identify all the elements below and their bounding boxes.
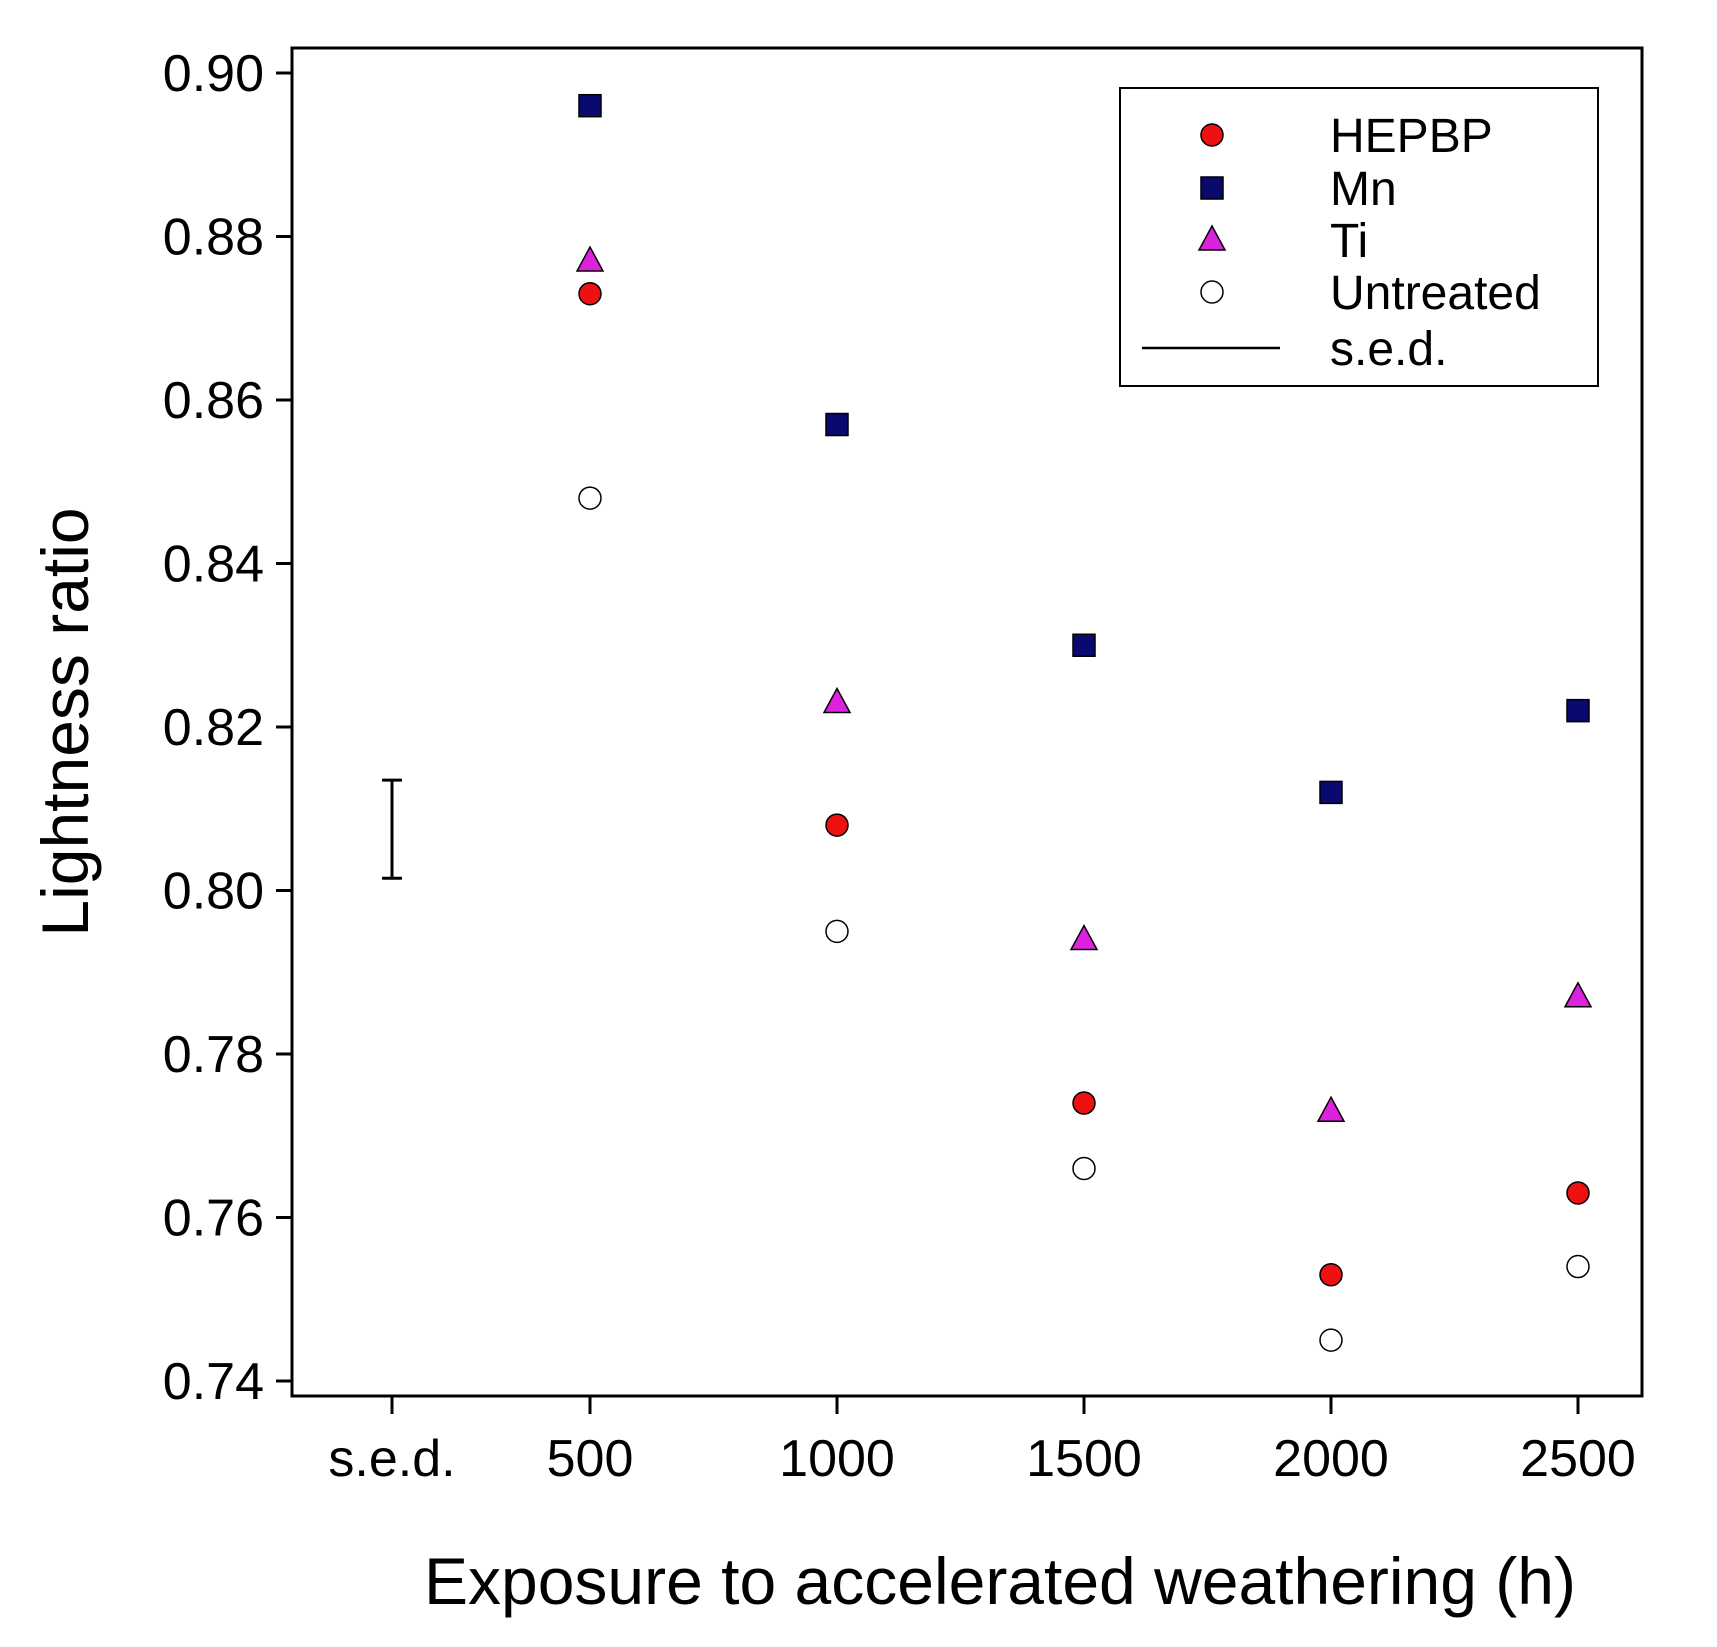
sed-error-bar bbox=[382, 778, 402, 880]
data-point-ti bbox=[822, 686, 852, 714]
data-point-ti bbox=[1069, 923, 1099, 951]
y-tick-label: 0.86 bbox=[163, 372, 264, 430]
legend-marker-ti bbox=[1197, 224, 1227, 251]
data-point-untreated bbox=[825, 919, 849, 944]
data-points bbox=[575, 93, 1593, 1352]
x-tick-label: 2500 bbox=[1520, 1430, 1636, 1488]
data-point-ti bbox=[1563, 981, 1593, 1008]
data-point-ti bbox=[1316, 1095, 1346, 1122]
plot-frame bbox=[290, 46, 1644, 1398]
data-point-hepbp bbox=[825, 813, 849, 837]
x-tick-label: 500 bbox=[547, 1430, 634, 1488]
data-point-mn bbox=[825, 412, 849, 437]
x-tick-label: 1000 bbox=[779, 1430, 895, 1488]
data-point-mn bbox=[1319, 780, 1343, 805]
data-point-mn bbox=[1072, 633, 1096, 657]
data-point-hepbp bbox=[578, 281, 602, 306]
x-tick-label: 1500 bbox=[1026, 1430, 1142, 1488]
data-point-ti bbox=[575, 245, 605, 272]
legend-label-untreated: Untreated bbox=[1330, 267, 1541, 320]
y-tick-label: 0.80 bbox=[163, 863, 264, 921]
data-point-untreated bbox=[1319, 1328, 1343, 1352]
legend-label-hepbp: HEPBP bbox=[1330, 110, 1493, 163]
x-tick-label: 2000 bbox=[1273, 1430, 1389, 1488]
y-axis-title: Lightness ratio bbox=[28, 507, 102, 936]
legend-box bbox=[1119, 87, 1599, 387]
legend-marker-hepbp bbox=[1200, 123, 1224, 147]
y-tick-label: 0.74 bbox=[163, 1353, 264, 1411]
y-tick-label: 0.88 bbox=[163, 209, 264, 267]
legend-label-ti: Ti bbox=[1330, 215, 1368, 268]
data-point-mn bbox=[578, 93, 602, 118]
x-axis: s.e.d. 500 1000 1500 2000 2500 bbox=[328, 1396, 1636, 1488]
data-point-mn bbox=[1566, 698, 1590, 723]
x-tick-label: s.e.d. bbox=[328, 1430, 455, 1488]
data-point-hepbp bbox=[1566, 1181, 1590, 1205]
legend-marker-untreated bbox=[1200, 280, 1224, 304]
y-tick-label: 0.76 bbox=[163, 1190, 264, 1248]
y-tick-label: 0.84 bbox=[163, 536, 264, 594]
legend-label-sed: s.e.d. bbox=[1330, 323, 1447, 376]
data-point-untreated bbox=[578, 486, 602, 510]
y-tick-label: 0.78 bbox=[163, 1026, 264, 1084]
y-tick-label: 0.82 bbox=[163, 699, 264, 757]
legend-marker-mn bbox=[1200, 176, 1224, 200]
data-point-hepbp bbox=[1072, 1091, 1096, 1115]
data-point-untreated bbox=[1072, 1156, 1096, 1181]
legend-label-mn: Mn bbox=[1330, 163, 1397, 216]
data-point-hepbp bbox=[1319, 1262, 1343, 1287]
x-axis-title: Exposure to accelerated weathering (h) bbox=[424, 1544, 1576, 1618]
data-point-untreated bbox=[1566, 1254, 1590, 1279]
y-tick-label: 0.90 bbox=[163, 45, 264, 103]
y-axis: 0.74 0.76 0.78 0.80 0.82 0.84 0.86 0.88 0.90 bbox=[163, 45, 292, 1411]
